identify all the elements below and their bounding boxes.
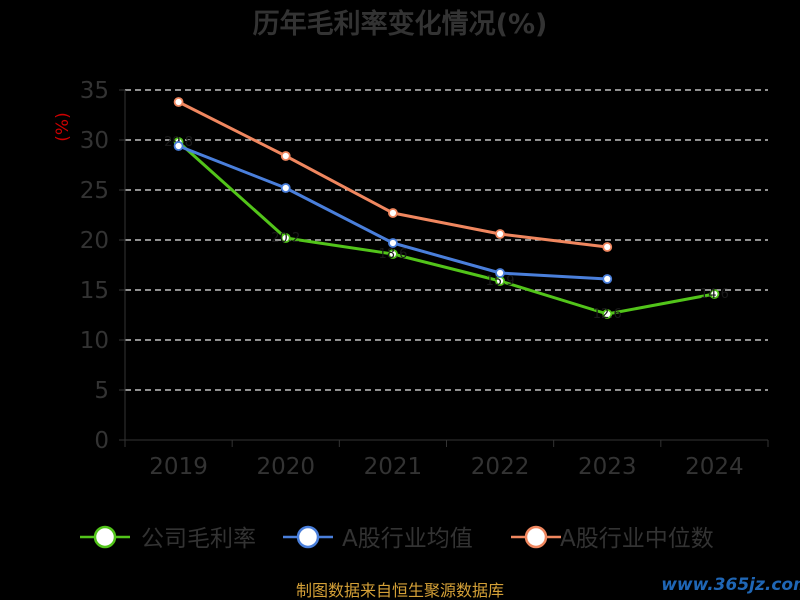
data-point[interactable] — [602, 242, 613, 252]
data-point[interactable] — [388, 249, 398, 259]
x-tick-label: 2020 — [256, 454, 315, 480]
legend-item-2[interactable]: A股行业中位数 — [511, 525, 714, 552]
data-point[interactable] — [173, 97, 184, 107]
legend-swatch-marker — [524, 525, 548, 549]
data-source-note: 制图数据来自恒生聚源数据库 — [296, 581, 504, 600]
y-tick-label: 10 — [80, 328, 109, 354]
y-axis-unit-label: (%) — [53, 112, 73, 141]
x-tick-label: 2022 — [471, 454, 530, 480]
y-tick-label: 15 — [80, 278, 109, 304]
legend-swatch-marker — [93, 525, 117, 549]
y-tick-label: 0 — [94, 428, 109, 454]
legend-label: 公司毛利率 — [141, 526, 256, 552]
data-label: 18.6 — [378, 247, 407, 262]
legend-label: A股行业中位数 — [560, 526, 714, 552]
x-tick-label: 2019 — [149, 454, 208, 480]
x-tick-label: 2021 — [364, 454, 423, 480]
series-2 — [173, 97, 613, 252]
series-1 — [173, 141, 613, 284]
axes: 0 5 10 15 20 25 30 35 2019 2020 2021 2022 2023 2024 — [80, 78, 769, 480]
data-point[interactable] — [280, 183, 291, 193]
legend-item-1[interactable]: A股行业均值 — [283, 525, 473, 552]
data-label: 15.9 — [486, 274, 515, 289]
data-point[interactable] — [388, 238, 398, 248]
y-tick-label: 35 — [80, 78, 109, 104]
series-lines: 29.820.218.615.912.614.6 — [164, 97, 729, 322]
data-point[interactable] — [495, 229, 505, 239]
legend-label: A股行业均值 — [342, 526, 473, 552]
data-point[interactable] — [388, 208, 398, 218]
watermark: www.365jz.com — [661, 575, 800, 595]
y-tick-label: 30 — [80, 128, 109, 154]
legend-swatch-marker — [296, 525, 320, 549]
x-tick-label: 2023 — [578, 454, 637, 480]
legend-item-0[interactable]: 公司毛利率 — [80, 525, 256, 552]
data-point[interactable] — [280, 151, 291, 161]
series-line — [177, 140, 715, 316]
y-tick-label: 20 — [80, 228, 109, 254]
data-point[interactable] — [602, 309, 613, 319]
data-point[interactable] — [173, 141, 184, 151]
legend[interactable]: 公司毛利率 A股行业均值 A股行业中位数 — [80, 525, 714, 552]
data-label: 20.2 — [271, 231, 300, 246]
chart-title: 历年毛利率变化情况(%) — [253, 8, 548, 40]
data-point[interactable] — [280, 233, 291, 243]
data-point[interactable] — [602, 274, 613, 284]
data-label: 12.6 — [593, 307, 622, 322]
gridlines — [125, 89, 768, 391]
x-tick-label: 2024 — [685, 454, 744, 480]
series-0: 29.820.218.615.912.614.6 — [164, 135, 729, 322]
data-label: 14.6 — [700, 287, 729, 302]
y-tick-label: 5 — [94, 378, 109, 404]
y-tick-label: 25 — [80, 178, 109, 204]
data-point[interactable] — [709, 289, 720, 299]
series-line — [177, 100, 608, 249]
data-point[interactable] — [495, 268, 505, 278]
